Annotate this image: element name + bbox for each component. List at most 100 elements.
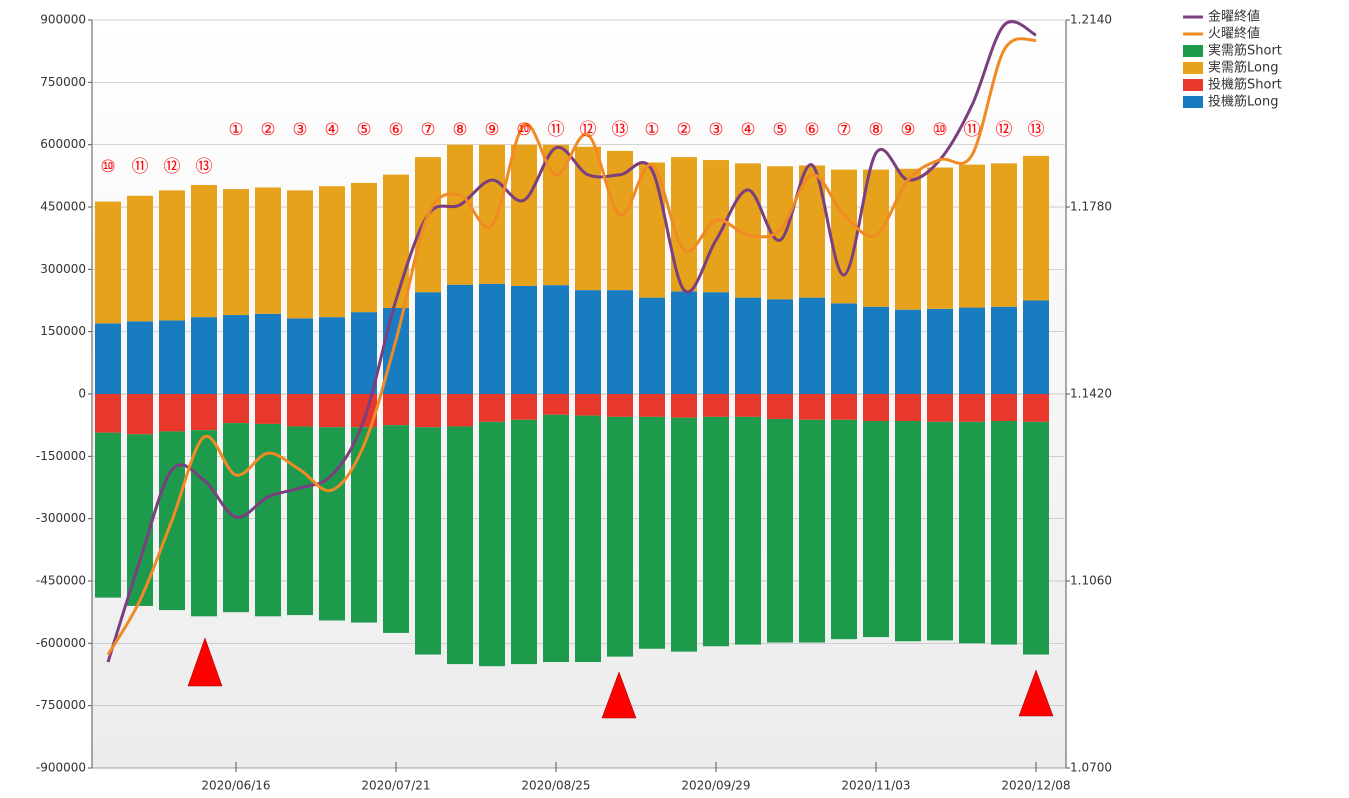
bar <box>287 318 313 394</box>
bar <box>543 285 569 394</box>
y-tick-label: -150000 <box>36 449 86 463</box>
y-tick-label: -600000 <box>36 636 86 650</box>
bar <box>223 394 249 424</box>
legend-swatch <box>1183 62 1203 74</box>
bar <box>351 312 377 394</box>
bar-annotation: ⑪ <box>548 120 565 140</box>
marker-triangle <box>1018 669 1054 717</box>
bar <box>159 190 185 321</box>
bar <box>159 394 185 432</box>
bar-annotation: ⑨ <box>484 120 499 140</box>
bar <box>927 308 953 394</box>
bar <box>767 418 793 643</box>
bar-annotation: ⑬ <box>1028 120 1045 140</box>
y-tick-label: 750000 <box>40 75 86 89</box>
bar <box>95 201 121 324</box>
legend-label: 金曜終値 <box>1208 9 1260 25</box>
y2-tick-label: 1.2140 <box>1070 13 1112 27</box>
bar-annotation: ⑤ <box>772 120 787 140</box>
bar <box>447 284 473 394</box>
bar <box>415 292 441 394</box>
bar <box>383 394 409 426</box>
bar <box>895 309 921 394</box>
bar-annotation: ⑦ <box>420 120 435 140</box>
bar <box>991 394 1017 422</box>
y-tick-label: -750000 <box>36 698 86 712</box>
bar <box>255 394 281 424</box>
bar <box>831 394 857 420</box>
bar <box>831 303 857 394</box>
bar <box>863 306 889 394</box>
x-tick-label: 2020/11/03 <box>841 779 910 793</box>
bar <box>863 169 889 307</box>
bar-annotation: ① <box>644 120 659 140</box>
x-tick-label: 2020/06/16 <box>201 779 270 793</box>
bar <box>767 394 793 419</box>
bar <box>831 169 857 304</box>
bar-annotation: ④ <box>740 120 755 140</box>
bar <box>991 306 1017 394</box>
bar-annotation: ⑫ <box>580 120 597 140</box>
bar <box>319 394 345 428</box>
y2-tick-label: 1.1060 <box>1070 574 1112 588</box>
y-tick-label: 150000 <box>40 324 86 338</box>
y-tick-label: -450000 <box>36 574 86 588</box>
bar <box>959 164 985 308</box>
bar <box>287 426 313 616</box>
bar <box>671 157 697 292</box>
bar-annotation: ⑪ <box>964 120 981 140</box>
bar <box>351 182 377 313</box>
bar-annotation: ① <box>228 120 243 140</box>
legend-label: 実需筋Long <box>1208 60 1278 76</box>
bar <box>191 184 217 318</box>
marker-triangle <box>601 671 637 719</box>
bar <box>511 394 537 420</box>
bar-annotation: ⑬ <box>196 157 213 177</box>
bar-annotation: ⑪ <box>132 157 149 177</box>
bar <box>799 419 825 643</box>
y2-tick-label: 1.1780 <box>1070 200 1112 214</box>
y2-tick-label: 1.0700 <box>1070 761 1112 775</box>
x-tick-label: 2020/12/08 <box>1001 779 1070 793</box>
bar <box>415 394 441 428</box>
y-tick-label: 0 <box>78 387 86 401</box>
bar <box>703 394 729 417</box>
bar <box>447 426 473 665</box>
bar <box>639 394 665 417</box>
bar <box>223 189 249 316</box>
bar <box>223 315 249 394</box>
bar <box>799 394 825 420</box>
bar <box>127 394 153 435</box>
bar <box>191 317 217 394</box>
bar <box>959 421 985 644</box>
bar <box>895 168 921 310</box>
bar-annotation: ⑩ <box>516 120 531 140</box>
bar <box>991 163 1017 307</box>
bar <box>959 307 985 394</box>
bar <box>607 394 633 417</box>
bar <box>799 297 825 394</box>
bar <box>255 187 281 314</box>
bar <box>927 421 953 641</box>
bar <box>319 186 345 318</box>
legend-label: 火曜終値 <box>1208 26 1260 42</box>
bar <box>767 299 793 394</box>
bar <box>287 394 313 427</box>
bar <box>1023 421 1049 655</box>
bar-annotation: ⑩ <box>100 157 115 177</box>
y2-tick-label: 1.1420 <box>1070 387 1112 401</box>
legend-swatch <box>1183 79 1203 91</box>
bar <box>383 307 409 394</box>
bar <box>415 427 441 655</box>
bar-annotation: ⑧ <box>452 120 467 140</box>
marker-triangle <box>187 637 223 687</box>
line <box>106 20 1037 663</box>
bar-annotation: ⑤ <box>356 120 371 140</box>
bar <box>351 427 377 623</box>
bar <box>863 421 889 638</box>
bar-annotation: ③ <box>708 120 723 140</box>
bar <box>639 297 665 394</box>
legend-label: 投機筋Short <box>1208 77 1282 93</box>
bar <box>607 416 633 657</box>
